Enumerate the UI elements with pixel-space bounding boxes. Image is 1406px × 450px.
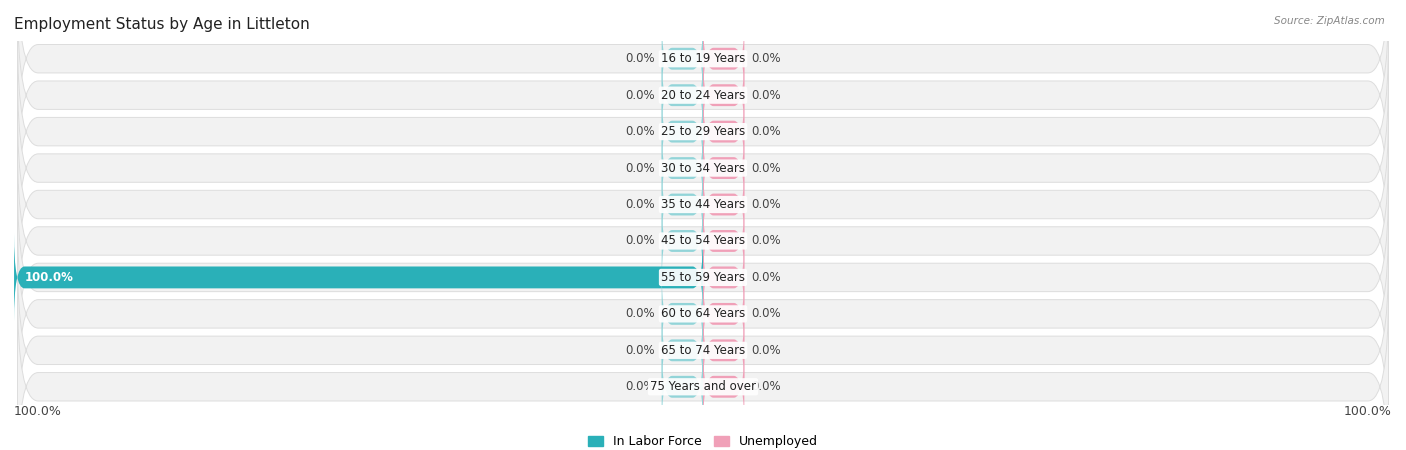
Text: 0.0%: 0.0% xyxy=(626,52,655,65)
FancyBboxPatch shape xyxy=(703,234,744,321)
Text: 0.0%: 0.0% xyxy=(626,344,655,357)
FancyBboxPatch shape xyxy=(662,15,703,103)
Text: 0.0%: 0.0% xyxy=(626,380,655,393)
Text: 0.0%: 0.0% xyxy=(751,162,780,175)
Text: 60 to 64 Years: 60 to 64 Years xyxy=(661,307,745,320)
FancyBboxPatch shape xyxy=(662,343,703,431)
FancyBboxPatch shape xyxy=(17,255,1389,446)
Text: 0.0%: 0.0% xyxy=(626,234,655,248)
FancyBboxPatch shape xyxy=(703,197,744,285)
FancyBboxPatch shape xyxy=(703,51,744,139)
Text: Employment Status by Age in Littleton: Employment Status by Age in Littleton xyxy=(14,18,309,32)
FancyBboxPatch shape xyxy=(17,292,1389,450)
Text: 0.0%: 0.0% xyxy=(751,198,780,211)
FancyBboxPatch shape xyxy=(662,270,703,358)
FancyBboxPatch shape xyxy=(703,124,744,212)
Text: 0.0%: 0.0% xyxy=(751,125,780,138)
Legend: In Labor Force, Unemployed: In Labor Force, Unemployed xyxy=(583,430,823,450)
Text: 35 to 44 Years: 35 to 44 Years xyxy=(661,198,745,211)
FancyBboxPatch shape xyxy=(703,270,744,358)
Text: 0.0%: 0.0% xyxy=(751,380,780,393)
Text: 25 to 29 Years: 25 to 29 Years xyxy=(661,125,745,138)
FancyBboxPatch shape xyxy=(17,109,1389,300)
FancyBboxPatch shape xyxy=(17,182,1389,373)
FancyBboxPatch shape xyxy=(662,88,703,176)
FancyBboxPatch shape xyxy=(17,0,1389,190)
FancyBboxPatch shape xyxy=(662,306,703,394)
FancyBboxPatch shape xyxy=(662,197,703,285)
FancyBboxPatch shape xyxy=(14,234,703,321)
Text: 0.0%: 0.0% xyxy=(626,125,655,138)
FancyBboxPatch shape xyxy=(17,36,1389,227)
Text: 55 to 59 Years: 55 to 59 Years xyxy=(661,271,745,284)
Text: 20 to 24 Years: 20 to 24 Years xyxy=(661,89,745,102)
Text: 100.0%: 100.0% xyxy=(14,405,62,418)
Text: 30 to 34 Years: 30 to 34 Years xyxy=(661,162,745,175)
Text: Source: ZipAtlas.com: Source: ZipAtlas.com xyxy=(1274,16,1385,26)
Text: 0.0%: 0.0% xyxy=(751,344,780,357)
Text: 75 Years and over: 75 Years and over xyxy=(650,380,756,393)
Text: 0.0%: 0.0% xyxy=(751,234,780,248)
Text: 0.0%: 0.0% xyxy=(751,52,780,65)
Text: 0.0%: 0.0% xyxy=(751,307,780,320)
Text: 100.0%: 100.0% xyxy=(1344,405,1392,418)
Text: 0.0%: 0.0% xyxy=(626,307,655,320)
FancyBboxPatch shape xyxy=(17,146,1389,336)
Text: 65 to 74 Years: 65 to 74 Years xyxy=(661,344,745,357)
FancyBboxPatch shape xyxy=(17,73,1389,263)
FancyBboxPatch shape xyxy=(662,124,703,212)
Text: 16 to 19 Years: 16 to 19 Years xyxy=(661,52,745,65)
FancyBboxPatch shape xyxy=(662,161,703,248)
FancyBboxPatch shape xyxy=(703,15,744,103)
FancyBboxPatch shape xyxy=(703,306,744,394)
FancyBboxPatch shape xyxy=(703,343,744,431)
Text: 0.0%: 0.0% xyxy=(626,198,655,211)
FancyBboxPatch shape xyxy=(662,51,703,139)
Text: 0.0%: 0.0% xyxy=(626,162,655,175)
FancyBboxPatch shape xyxy=(17,0,1389,154)
Text: 100.0%: 100.0% xyxy=(24,271,73,284)
FancyBboxPatch shape xyxy=(703,88,744,176)
Text: 0.0%: 0.0% xyxy=(751,89,780,102)
FancyBboxPatch shape xyxy=(17,219,1389,409)
FancyBboxPatch shape xyxy=(703,161,744,248)
Text: 0.0%: 0.0% xyxy=(751,271,780,284)
Text: 0.0%: 0.0% xyxy=(626,89,655,102)
Text: 45 to 54 Years: 45 to 54 Years xyxy=(661,234,745,248)
